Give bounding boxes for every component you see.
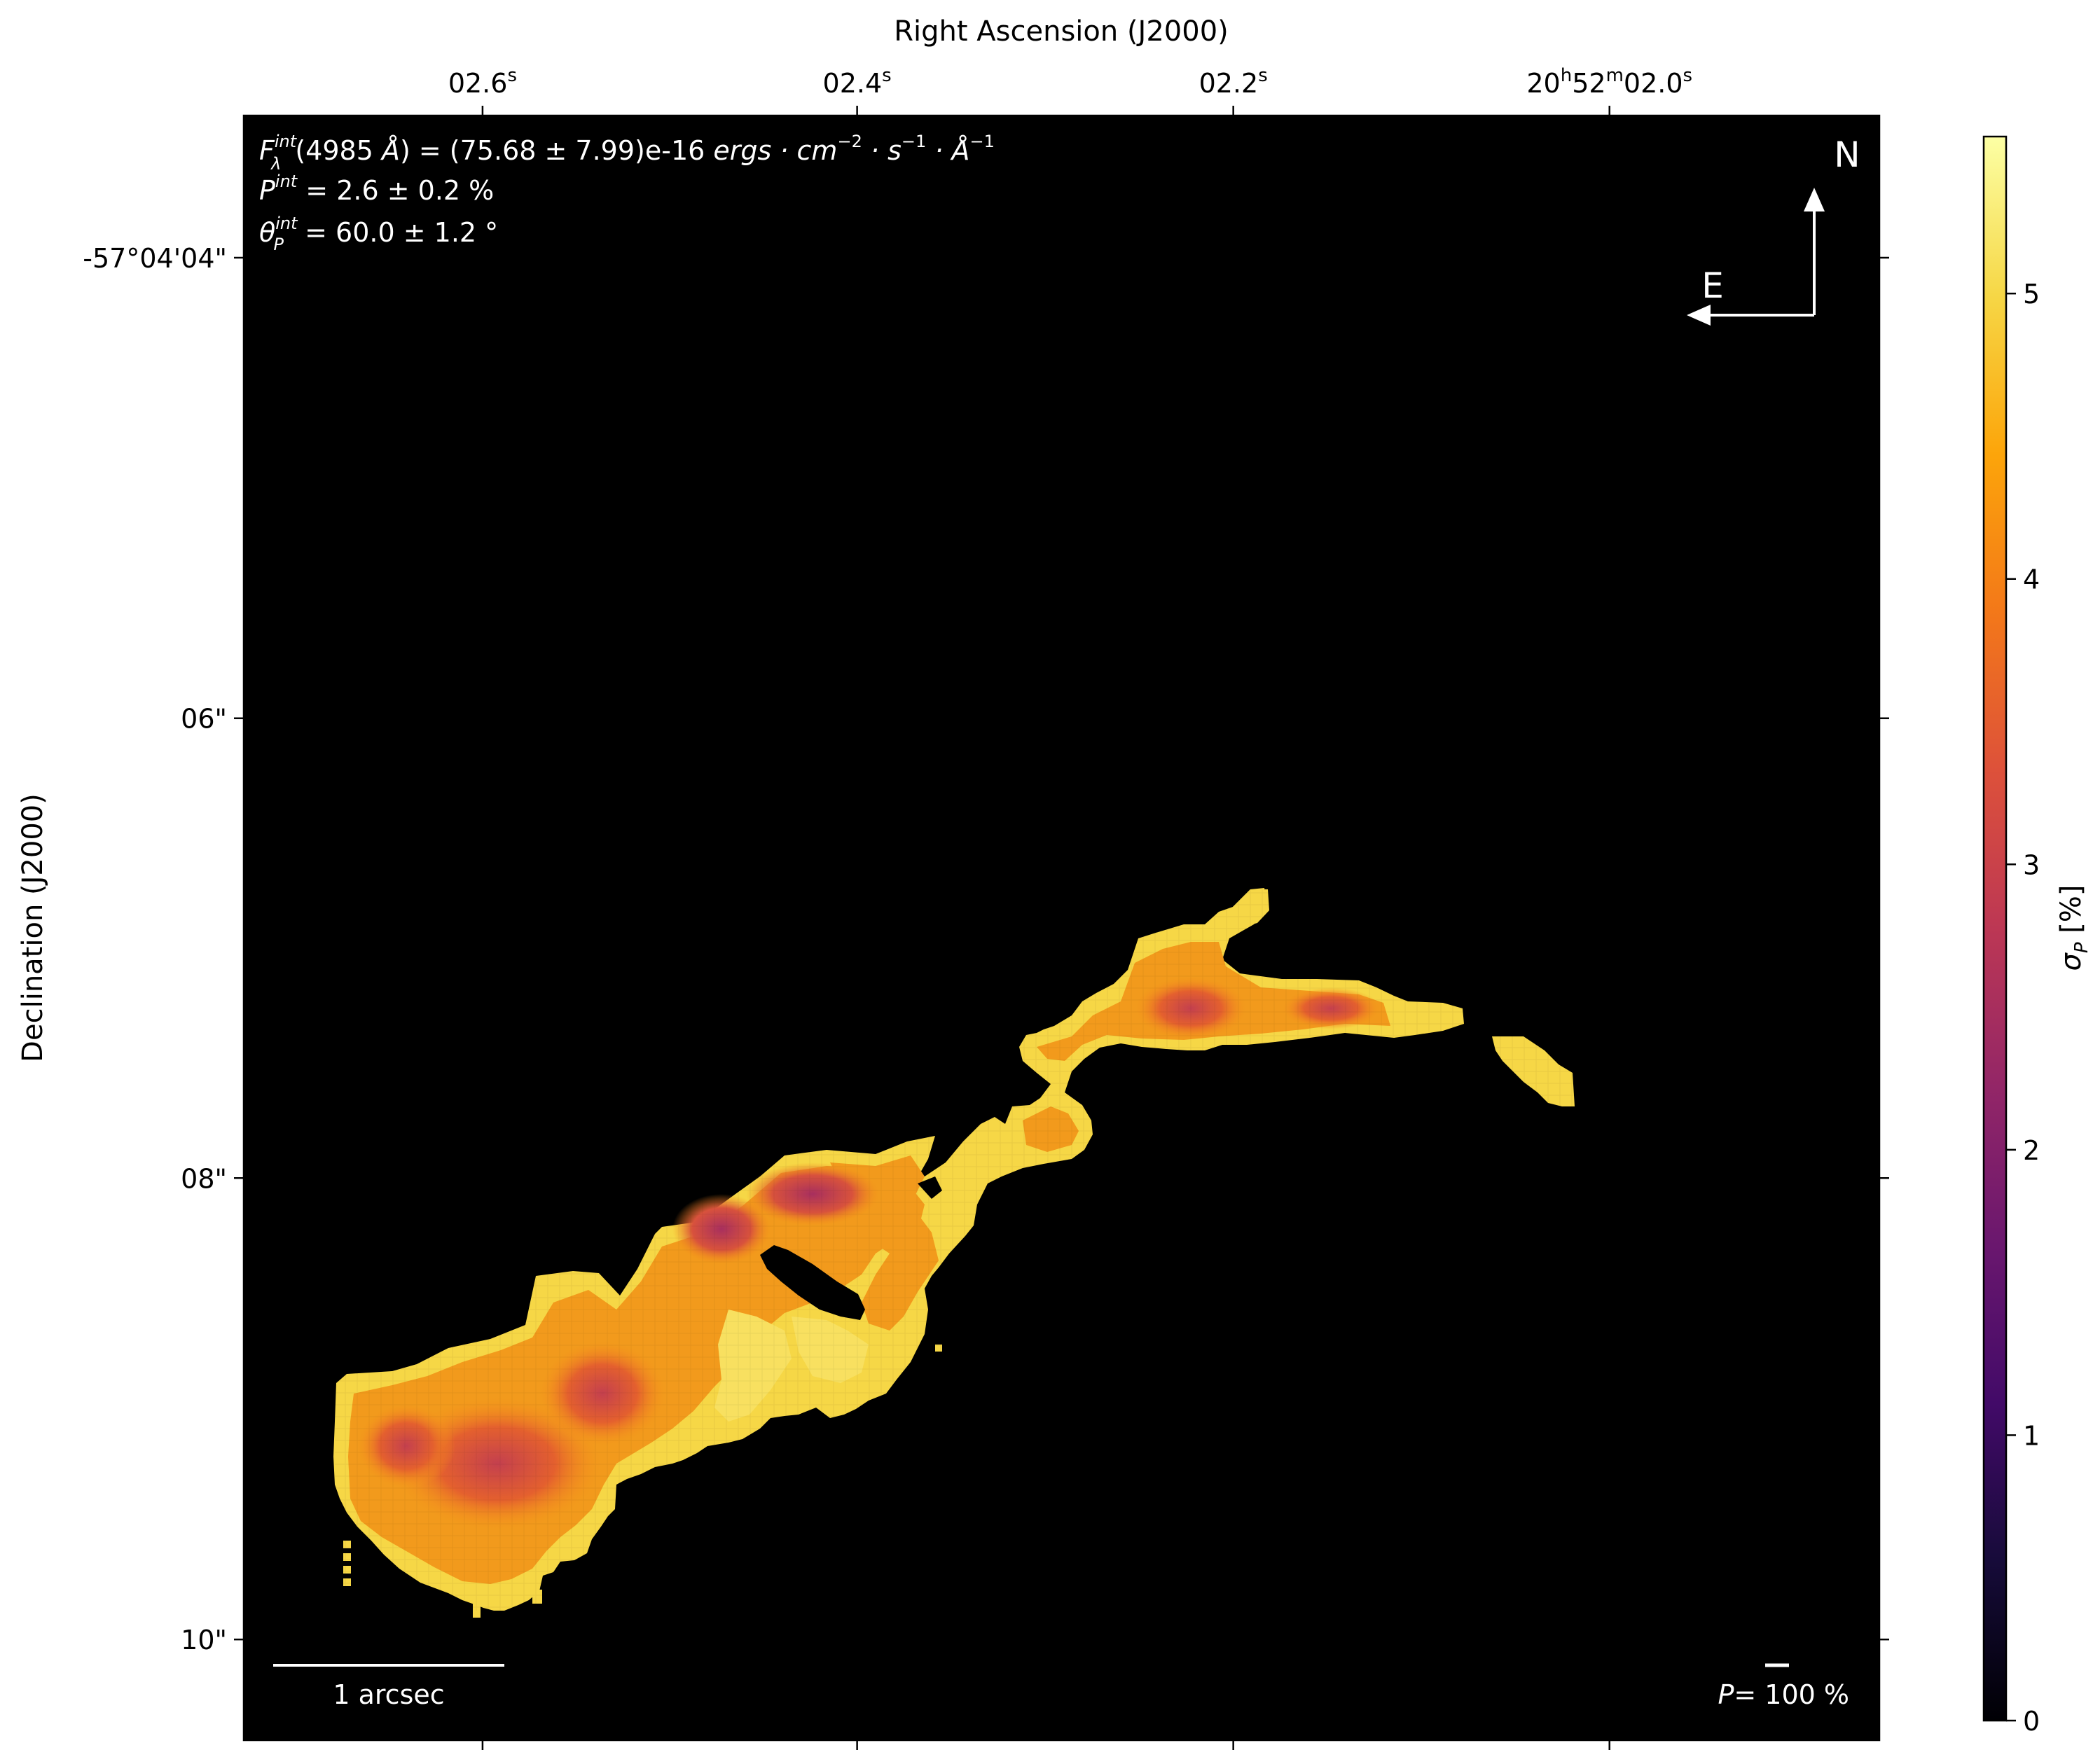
x-axis-label: Right Ascension (J2000): [894, 15, 1229, 48]
x-tick-label-2: 02.2s: [1199, 65, 1268, 99]
y-tick-label-3: 10": [181, 1625, 227, 1655]
colorbar-tick-label-2: 2: [2023, 1135, 2040, 1166]
y-tick-label-2: 08": [181, 1163, 227, 1194]
polarization-error-map: [333, 888, 1582, 1618]
compass: N E: [1687, 134, 1860, 326]
y-tick-label-0: -57°04'04": [83, 243, 227, 274]
colorbar-tick-label-0: 0: [2023, 1706, 2040, 1737]
y-axis-label: Declination (J2000): [17, 793, 49, 1062]
pol-scale-label: P= 100 %: [1718, 1679, 1849, 1710]
colorbar-ticks: 0 1 2 3 4 5: [2006, 279, 2040, 1737]
colorbar-label: σP [%]: [2055, 885, 2092, 971]
colorbar-tick-label-3: 3: [2023, 849, 2040, 880]
x-tick-label-0: 02.6s: [448, 65, 517, 99]
east-arrow-icon: [1687, 305, 1711, 326]
polarization-degree-annotation: Pint = 2.6 ± 0.2 %: [259, 172, 494, 206]
scale-bar-label: 1 arcsec: [333, 1679, 444, 1710]
polarization-angle-annotation: θint P = 60.0 ± 1.2 °: [259, 214, 498, 254]
colorbar-tick-label-1: 1: [2023, 1420, 2040, 1451]
compass-east-label: E: [1701, 265, 1724, 306]
compass-north-label: N: [1834, 134, 1860, 175]
x-ticks: 02.6s 02.4s 02.2s 20h52m02.0s: [448, 65, 1692, 1750]
x-tick-label-1: 02.4s: [823, 65, 892, 99]
x-tick-label-3: 20h52m02.0s: [1526, 65, 1692, 99]
colorbar-tick-label-4: 4: [2023, 564, 2040, 595]
colorbar: [1982, 135, 2008, 1722]
y-tick-label-1: 06": [181, 704, 227, 735]
flux-annotation: Fint λ (4985 Å) = (75.68 ± 7.99)e-16 ergs …: [259, 132, 995, 174]
y-ticks: -57°04'04" 06" 08" 10": [83, 243, 1889, 1655]
colorbar-tick-label-5: 5: [2023, 279, 2040, 310]
axes-frame: [242, 114, 1881, 1742]
north-arrow-icon: [1804, 188, 1825, 211]
